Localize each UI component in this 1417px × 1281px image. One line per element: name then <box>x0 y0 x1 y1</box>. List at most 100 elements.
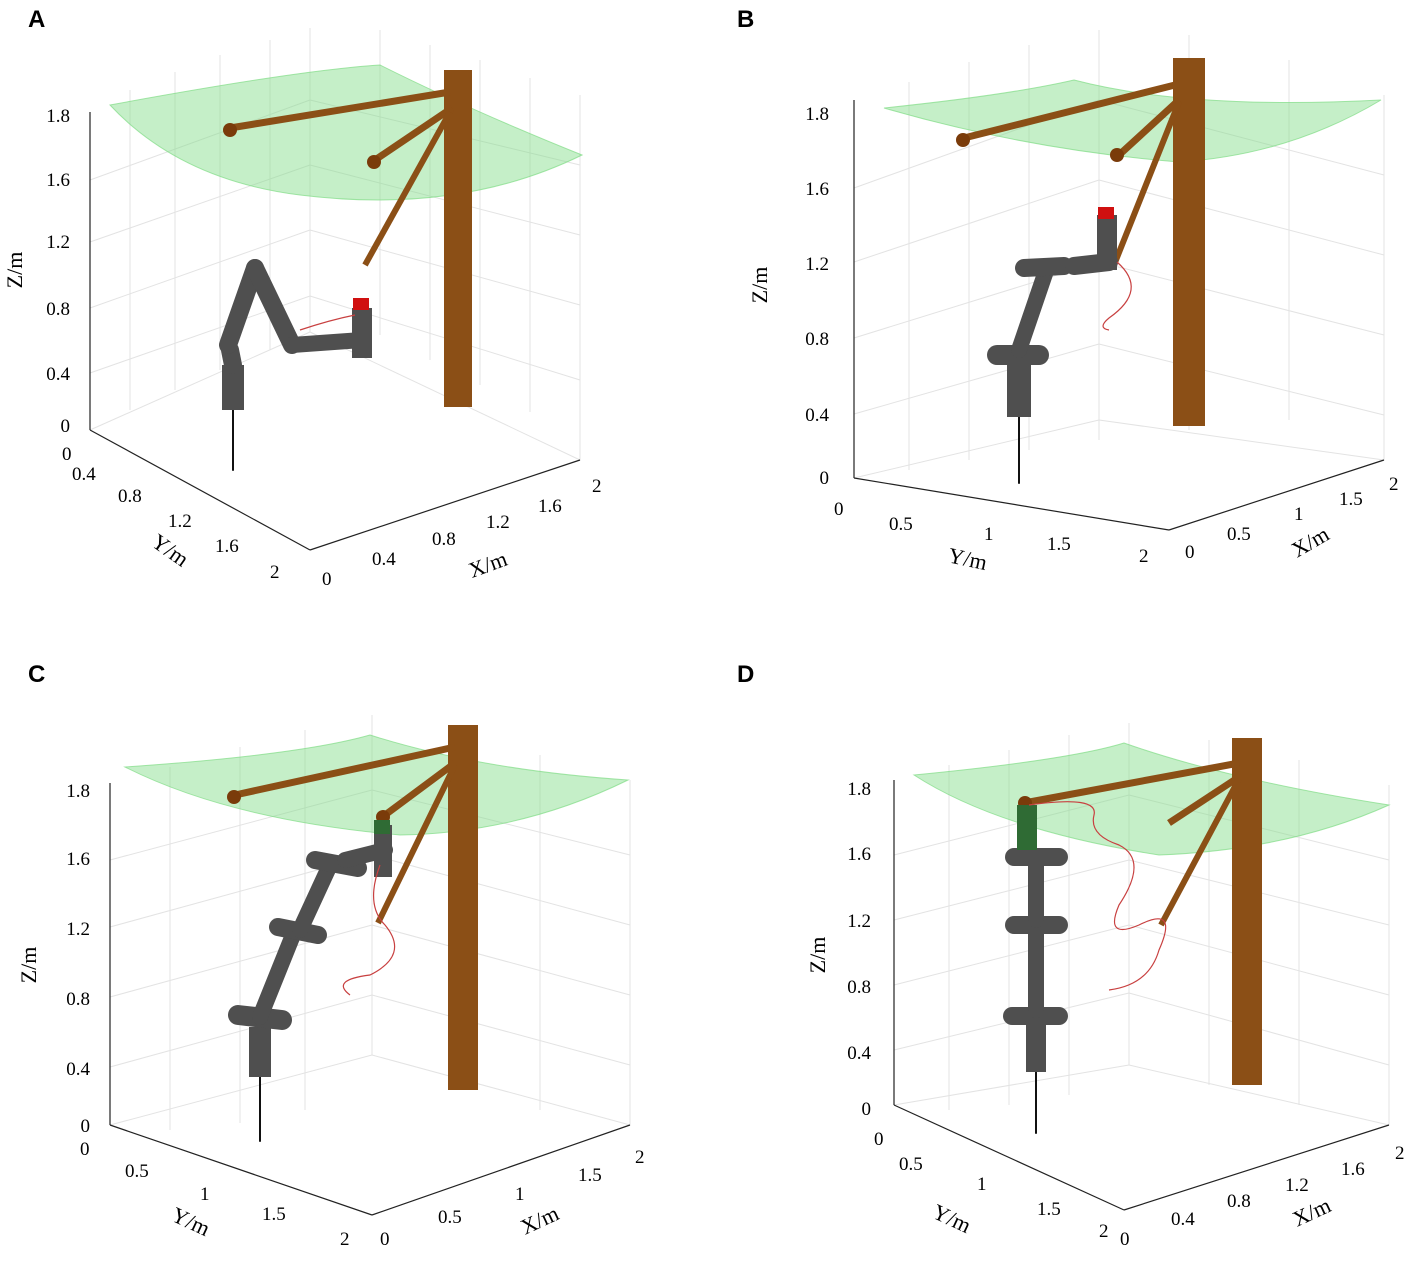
tick-label: 0.5 <box>438 1207 462 1228</box>
branch <box>229 88 451 132</box>
canopy <box>123 734 630 836</box>
x-ticks: 0 0.4 0.8 1.2 1.6 2 <box>322 476 602 590</box>
branch <box>1167 774 1241 826</box>
tick-label: 0.8 <box>432 529 456 550</box>
y-ticks: 0 0.5 1 1.5 2 <box>834 499 1149 567</box>
tick-label: 1.8 <box>847 779 871 800</box>
grid <box>853 30 1385 479</box>
tick-label: 0 <box>1120 1229 1130 1250</box>
panel-label: D <box>737 661 755 688</box>
fruit <box>367 155 381 169</box>
tick-label: 0.4 <box>1171 1209 1195 1230</box>
z-axis-label: Z/m <box>16 947 41 984</box>
tick-label: 0.8 <box>66 989 90 1010</box>
tick-label: 0 <box>874 1129 884 1150</box>
trunk <box>1232 738 1262 1085</box>
canopy <box>109 64 584 201</box>
x-ticks: 0 0.4 0.8 1.2 1.6 2 <box>1120 1143 1405 1250</box>
trunk <box>1173 58 1205 426</box>
tick-label: 1.6 <box>805 179 829 200</box>
tick-label: 1.5 <box>262 1204 286 1225</box>
tick-label: 0.4 <box>805 405 829 426</box>
tick-label: 1 <box>984 524 994 545</box>
tick-label: 1.8 <box>66 781 90 802</box>
panel-label: C <box>28 661 46 688</box>
tick-label: 2 <box>270 562 280 583</box>
trunk <box>448 725 478 1090</box>
plot-3d: 0 0.4 0.8 1.2 1.6 1.8 Z/m 0 0.5 1 1.5 2 … <box>805 723 1405 1250</box>
tick-label: 1.8 <box>805 104 829 125</box>
tick-label: 1.2 <box>46 232 70 253</box>
canopy <box>883 79 1382 163</box>
tick-label: 1.5 <box>1047 534 1071 555</box>
panel-c: C <box>0 655 708 1281</box>
branch <box>375 763 458 925</box>
tick-label: 1.5 <box>1037 1199 1061 1220</box>
tick-label: 0 <box>1185 542 1195 563</box>
z-axis-label: Z/m <box>747 267 772 304</box>
tick-label: 1.5 <box>1339 489 1363 510</box>
tick-label: 0.4 <box>847 1043 871 1064</box>
fruit <box>1110 148 1124 162</box>
tick-label: 0.5 <box>899 1154 923 1175</box>
tick-label: 0.4 <box>46 364 70 385</box>
tick-label: 1.6 <box>215 536 239 557</box>
robot-arm <box>987 207 1118 484</box>
y-ticks: 0 0.5 1 1.5 2 <box>874 1129 1109 1242</box>
canopy <box>912 742 1391 856</box>
tick-label: 1.6 <box>66 849 90 870</box>
fruit <box>227 790 241 804</box>
tick-label: 1.2 <box>805 254 829 275</box>
branch <box>382 760 458 818</box>
y-axis-label: Y/m <box>929 1199 975 1238</box>
branch <box>1023 759 1240 807</box>
tick-label: 1 <box>515 1184 525 1205</box>
panel-a: A <box>0 0 708 626</box>
tick-label: 0 <box>862 1099 872 1120</box>
fruit <box>223 123 237 137</box>
branch <box>362 110 453 267</box>
panel-label: B <box>737 6 755 33</box>
tick-label: 0.8 <box>118 486 142 507</box>
branch <box>1111 100 1182 267</box>
tick-label: 1.8 <box>46 106 70 127</box>
y-axis-label: Y/m <box>147 529 193 572</box>
tick-label: 0 <box>820 468 830 489</box>
trajectory <box>342 864 396 996</box>
tick-label: 1.6 <box>847 844 871 865</box>
tick-label: 2 <box>1099 1221 1109 1242</box>
y-axis-label: Y/m <box>168 1202 214 1241</box>
tick-label: 0.4 <box>372 549 396 570</box>
branch <box>373 105 454 163</box>
x-axis-label: X/m <box>517 1200 563 1239</box>
tick-label: 0 <box>61 416 71 437</box>
tick-label: 0.4 <box>72 464 96 485</box>
plot-3d: 0 0.4 0.8 1.2 1.6 1.8 Z/m 0 0.5 1 1.5 2 … <box>16 715 645 1250</box>
tick-label: 1.2 <box>66 919 90 940</box>
branch <box>1116 97 1182 158</box>
x-ticks: 0 0.5 1 1.5 2 <box>1185 474 1399 563</box>
tick-label: 0.5 <box>1227 524 1251 545</box>
tick-label: 0.8 <box>805 329 829 350</box>
panel-d: D <box>709 655 1417 1281</box>
z-ticks: 0 0.4 0.8 1.2 1.6 1.8 <box>46 106 70 437</box>
z-axis-label: Z/m <box>805 937 830 974</box>
x-axis-label: X/m <box>1287 521 1333 562</box>
robot-arm <box>219 259 372 471</box>
tick-label: 2 <box>592 476 602 497</box>
branch <box>234 743 456 799</box>
tick-label: 0.5 <box>125 1161 149 1182</box>
z-ticks: 0 0.4 0.8 1.2 1.6 1.8 <box>847 779 871 1120</box>
tick-label: 1 <box>1294 504 1304 525</box>
plot-3d: 0 0.4 0.8 1.2 1.6 1.8 Z/m 0 0.5 1 1.5 2 … <box>747 30 1399 575</box>
tick-label: 0 <box>322 569 332 590</box>
fruit <box>956 133 970 147</box>
tick-label: 2 <box>1389 474 1399 495</box>
tick-label: 2 <box>1139 546 1149 567</box>
tick-label: 0 <box>81 1116 91 1137</box>
robot-arm <box>228 820 393 1142</box>
trunk <box>444 70 472 407</box>
tick-label: 0.8 <box>847 977 871 998</box>
robot-arm <box>1003 805 1068 1134</box>
tick-label: 2 <box>635 1147 645 1168</box>
